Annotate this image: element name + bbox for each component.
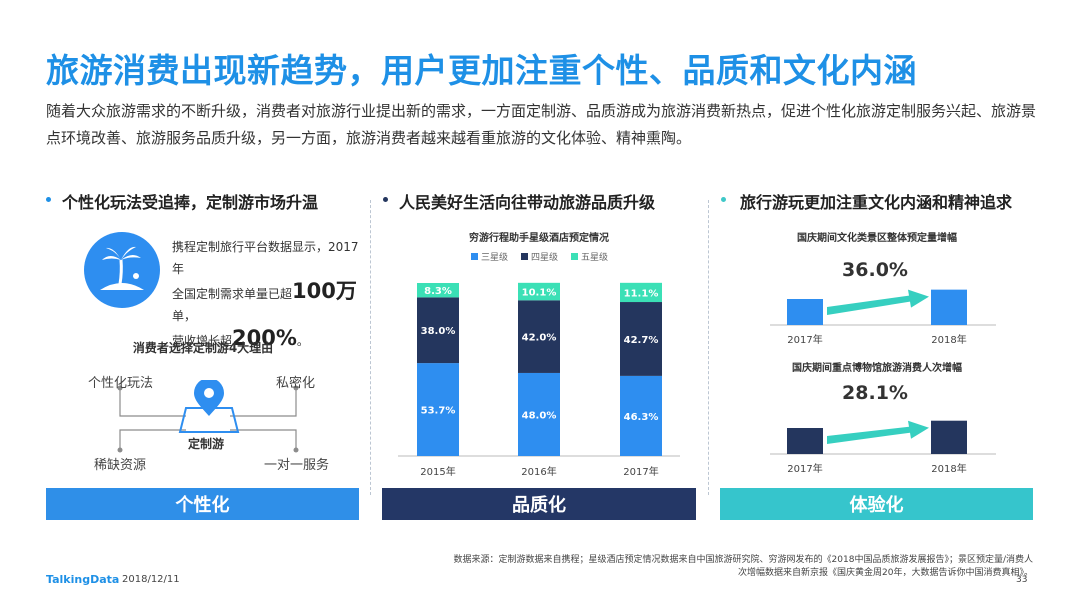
hotel-booking-chart: 三星级 四星级 五星级 53.7% 38.0% 8.3% 2015年 48.0% 42.0% 10… xyxy=(398,251,680,478)
data-label-1-0: 38.0% xyxy=(421,326,456,337)
bar-0-1 xyxy=(518,372,560,456)
bullet-dot-icon xyxy=(721,197,726,202)
legend-label-1: 四星级 xyxy=(531,251,558,263)
data-label-0-1: 48.0% xyxy=(522,410,557,421)
stat-line-3: 营收增长超200%。 xyxy=(172,327,362,352)
stat-line-2-pre: 全国定制需求单量已超 xyxy=(172,287,293,301)
band-personalized: 个性化 xyxy=(46,488,359,520)
tick-label-1: 2018年 xyxy=(931,462,966,475)
stat-line-3-pre: 营收增长超 xyxy=(172,334,233,348)
tick-label-2: 2017年 xyxy=(623,465,658,478)
stat-line-2-post: 单， xyxy=(172,309,197,323)
reason-1: 个性化玩法 xyxy=(88,376,154,391)
band-quality: 品质化 xyxy=(382,488,696,520)
source-line-1: 数据来源：定制游数据来自携程；星级酒店预定情况数据来自中国旅游研究院、穷游网发布… xyxy=(453,555,1033,565)
reason-3: 稀缺资源 xyxy=(94,458,147,473)
legend-swatch-2 xyxy=(571,253,578,260)
stat-line-2: 全国定制需求单量已超100万单， xyxy=(172,280,362,327)
reasons-diagram xyxy=(117,380,299,453)
reasons-title: 消费者选择定制游4大理由 xyxy=(132,341,274,355)
divider-2 xyxy=(708,200,709,495)
data-label-0-0: 53.7% xyxy=(421,406,456,417)
reason-2: 私密化 xyxy=(276,376,316,391)
stat-line-3-post: 。 xyxy=(296,334,309,348)
bar-2-0 xyxy=(417,283,459,298)
col2-heading: 人民美好生活向往带动旅游品质升级 xyxy=(399,193,656,212)
data-label-0-2: 46.3% xyxy=(624,412,659,423)
band-experience: 体验化 xyxy=(720,488,1033,520)
bar-1 xyxy=(931,289,967,325)
museum-visits-chart: 2017年 2018年 28.1% xyxy=(770,382,996,475)
source-line-2: 次增幅数据来自新京报《国庆黄金周20年，大数据告诉你中国消费真相》。 xyxy=(738,568,1033,578)
legend-label-2: 五星级 xyxy=(581,251,608,263)
legend-swatch-1 xyxy=(521,253,528,260)
reason-4: 一对一服务 xyxy=(264,458,330,473)
tick-label-0: 2015年 xyxy=(420,465,455,478)
growth-arrow-icon xyxy=(827,289,929,315)
bar-1-0 xyxy=(417,297,459,364)
intro-paragraph: 随着大众旅游需求的不断升级，消费者对旅游行业提出新的需求，一方面定制游、品质游成… xyxy=(46,102,1037,147)
col1-heading: 个性化玩法受追捧，定制游市场升温 xyxy=(62,193,319,212)
data-label-2-1: 10.1% xyxy=(522,288,557,299)
chart1-title: 穷游行程助手星级酒店预定情况 xyxy=(469,233,609,244)
data-label-1-1: 42.0% xyxy=(522,333,557,344)
bar-0 xyxy=(787,428,823,454)
footer-date: 2018/12/11 xyxy=(122,574,180,585)
bar-1-1 xyxy=(518,300,560,373)
growth-annotation: 28.1% xyxy=(842,382,908,404)
data-label-2-2: 11.1% xyxy=(624,288,659,299)
bullet-dot-icon xyxy=(46,197,51,202)
palm-beach-icon xyxy=(84,232,160,308)
data-label-1-2: 42.7% xyxy=(624,335,659,346)
legend-label-0: 三星级 xyxy=(481,251,508,263)
page-number: 33 xyxy=(1016,575,1028,585)
divider-1 xyxy=(370,200,371,495)
bar-1 xyxy=(931,420,967,454)
center-label: 定制游 xyxy=(188,437,225,451)
source-note: 数据来源：定制游数据来自携程；星级酒店预定情况数据来自中国旅游研究院、穷游网发布… xyxy=(408,554,1033,580)
bar-2-1 xyxy=(518,282,560,301)
tick-label-1: 2018年 xyxy=(931,333,966,346)
bar-2-2 xyxy=(620,282,662,303)
tick-label-0: 2017年 xyxy=(787,462,822,475)
bar-0 xyxy=(787,299,823,325)
chart2-title: 国庆期间文化类景区整体预定量增幅 xyxy=(797,233,957,244)
tick-label-0: 2017年 xyxy=(787,333,822,346)
bullet-dot-icon xyxy=(383,197,388,202)
stat-big-orders: 100万 xyxy=(292,279,357,303)
growth-arrow-icon xyxy=(827,420,929,444)
page-title: 旅游消费出现新趋势，用户更加注重个性、品质和文化内涵 xyxy=(46,51,917,90)
chart3-title: 国庆期间重点博物馆旅游消费人次增幅 xyxy=(792,363,962,374)
stat-line-1: 携程定制旅行平台数据显示，2017年 xyxy=(172,240,359,276)
culture-scenic-chart: 2017年 2018年 36.0% xyxy=(770,259,996,346)
col3-heading: 旅行游玩更加注重文化内涵和精神追求 xyxy=(740,193,1013,212)
legend-swatch-0 xyxy=(471,253,478,260)
bar-1-2 xyxy=(620,302,662,376)
bar-0-0 xyxy=(417,363,459,456)
data-label-2-0: 8.3% xyxy=(424,286,452,297)
location-pin-icon xyxy=(178,380,240,433)
growth-annotation: 36.0% xyxy=(842,259,908,281)
brand-logo: TalkingData xyxy=(46,573,120,586)
tick-label-1: 2016年 xyxy=(521,465,556,478)
stat-text: 携程定制旅行平台数据显示，2017年 全国定制需求单量已超100万单， 营收增长… xyxy=(172,236,362,352)
bar-0-2 xyxy=(620,375,662,456)
stat-big-growth: 200% xyxy=(232,326,297,350)
